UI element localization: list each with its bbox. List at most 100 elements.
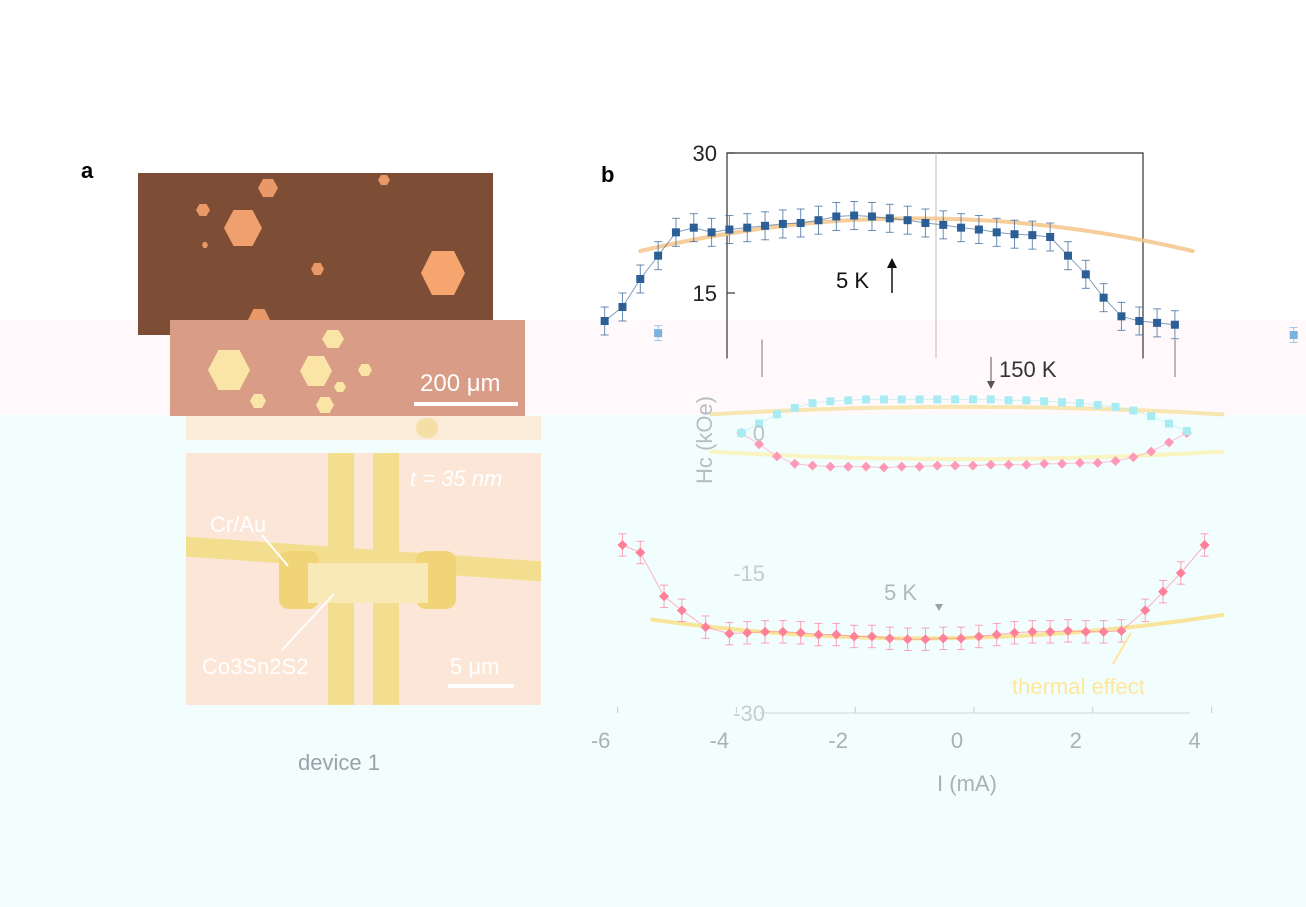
data-point [1028,231,1037,240]
device-caption: device 1 [298,750,380,775]
data-point [1110,456,1121,466]
annotation-arrowhead-5k-top [887,258,897,268]
data-point [1075,399,1084,408]
data-point [771,451,782,462]
data-point [671,228,680,237]
data-point [724,628,735,639]
data-point [849,631,860,642]
data-point [1009,627,1020,638]
data-point [618,303,627,311]
data-point [920,634,931,645]
data-point [974,225,983,234]
data-point [659,591,670,602]
device-micrograph [186,453,541,705]
data-point [761,221,770,230]
data-point [760,626,771,637]
data-point [884,633,895,644]
fit-curve-2 [709,404,1225,417]
data-point [1062,625,1073,636]
optical-micrograph-zoom [170,320,525,416]
data-point [725,225,734,234]
data-point [1128,452,1139,463]
data-point [1135,317,1144,325]
data-point [700,622,711,633]
x-tick-label: 4 [1188,728,1200,753]
data-point [1058,398,1067,407]
data-point [1045,626,1056,637]
data-point [991,629,1002,640]
data-point [1164,419,1173,428]
x-tick-label: 2 [1070,728,1082,753]
data-point [689,223,698,232]
data-point [1111,402,1120,411]
x-axis-title: I (mA) [937,771,997,796]
x-tick-label: -4 [710,728,730,753]
data-point [844,396,853,405]
data-point [843,461,854,472]
data-point [1116,625,1127,636]
data-point [1117,312,1126,321]
x-tick-label: 0 [951,728,963,753]
data-point [1010,230,1019,239]
x-tick-label: -6 [591,728,611,753]
data-point [986,395,995,404]
data-point [938,633,949,644]
data-point [676,605,687,616]
data-point [737,429,746,437]
data-point [914,461,925,472]
thickness-label: t = 35 nm [410,466,503,491]
data-point [778,219,787,228]
data-point [897,395,906,404]
data-point [1099,293,1108,302]
data-point [1175,568,1186,578]
data-point [795,627,806,638]
x-tick-label: -2 [828,728,848,753]
data-point [985,459,996,470]
data-point [896,461,907,472]
data-point [1046,233,1055,241]
data-point [861,461,872,472]
crystal-label: Co3Sn2S2 [202,654,309,679]
annotation-150k: 150 K [999,357,1057,382]
data-point [1074,457,1085,468]
fit-curve-1 [638,216,1195,253]
chart-frame-top [726,152,1144,359]
annotation-arrow-thermal [1112,632,1132,665]
data-point [878,462,889,473]
data-point [1170,320,1179,329]
data-point [968,395,977,404]
scale-bar-label-200um: 200 μm [420,370,501,397]
y-axis-title: Hc (kOe) [692,396,717,484]
data-point [932,460,943,471]
y-tick-label: -30 [733,701,765,726]
scale-bar-5um [448,684,514,688]
scale-bar-label-5um: 5 μm [450,654,500,679]
data-point [807,460,818,471]
data-point [1027,626,1038,637]
data-point [654,329,663,338]
data-point [1081,270,1090,279]
data-point [866,631,877,642]
fit-curve-4 [650,613,1225,641]
data-point [933,395,942,404]
data-point [850,211,859,220]
data-point [813,629,824,640]
data-point [1199,540,1210,550]
data-point [903,216,912,225]
data-point [755,419,764,428]
data-point [867,212,876,221]
data-point [742,627,753,638]
series-line-4 [741,398,1187,434]
data-point [1153,318,1162,327]
data-point [600,317,609,325]
y-tick-label: -15 [733,561,765,586]
annotation-thermal-effect: thermal effect [1012,674,1145,699]
data-point [1093,401,1102,409]
data-point [635,547,646,558]
data-point [1040,397,1049,406]
panel-a-letter: a [81,158,94,183]
data-point [790,403,799,412]
data-point [743,223,752,232]
optical-micrograph-wide [138,173,493,335]
